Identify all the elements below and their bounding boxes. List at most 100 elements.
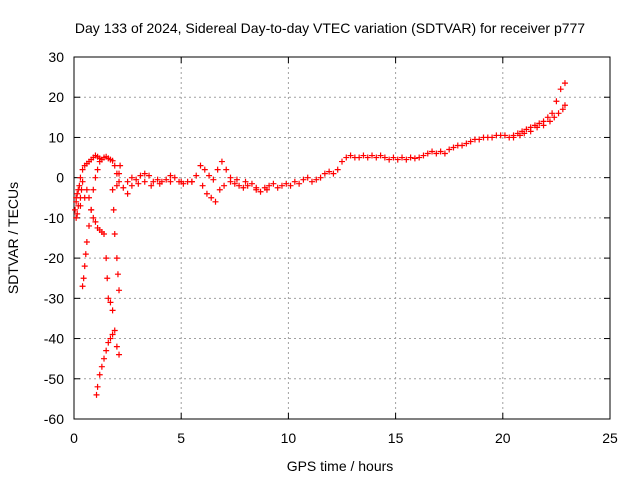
data-point (270, 180, 277, 187)
data-point (133, 176, 140, 183)
data-point (167, 178, 174, 185)
data-point (148, 182, 155, 189)
data-point (94, 166, 101, 173)
data-point (360, 152, 367, 159)
data-point (339, 158, 345, 165)
data-point (381, 154, 388, 161)
data-point (90, 214, 97, 221)
data-point (107, 335, 114, 342)
data-point (146, 172, 153, 179)
data-point (116, 287, 123, 294)
data-point (137, 172, 144, 179)
data-point (561, 80, 568, 87)
data-point (516, 132, 523, 139)
data-point (274, 184, 281, 191)
data-point (407, 154, 414, 161)
data-point (257, 188, 264, 195)
data-point (296, 180, 303, 187)
data-point (109, 157, 116, 164)
data-point (304, 174, 311, 181)
data-point (555, 110, 562, 117)
data-point (240, 184, 247, 191)
data-point (116, 178, 123, 185)
data-point (83, 186, 90, 193)
data-point (96, 371, 103, 378)
data-point (233, 176, 240, 183)
data-point (197, 162, 204, 169)
x-tick-label: 20 (495, 430, 511, 446)
data-point (116, 351, 123, 358)
data-point (163, 176, 170, 183)
data-point (263, 186, 270, 193)
data-point (156, 180, 163, 187)
data-point (244, 182, 251, 189)
data-point (73, 198, 80, 205)
data-point (437, 148, 444, 155)
data-point (199, 182, 206, 189)
data-point (150, 178, 157, 185)
data-point (81, 263, 88, 270)
y-tick-label: 10 (48, 129, 64, 145)
y-tick-label: 0 (56, 170, 64, 186)
data-point (308, 178, 315, 185)
data-point (411, 155, 418, 162)
data-point (534, 124, 541, 131)
chart-title: Day 133 of 2024, Sidereal Day-to-day VTE… (75, 20, 585, 36)
data-point (330, 170, 337, 177)
data-point (291, 178, 298, 185)
data-point (223, 166, 230, 173)
data-point (399, 154, 406, 161)
series-main-trend (73, 80, 568, 201)
data-point (317, 174, 324, 181)
data-point (489, 134, 496, 141)
data-point (73, 214, 80, 221)
data-point (283, 180, 290, 187)
data-point (253, 184, 260, 191)
data-point (463, 140, 470, 147)
data-point (386, 156, 393, 163)
data-point (135, 180, 142, 187)
data-point (501, 132, 508, 139)
x-tick-label: 15 (388, 430, 404, 446)
data-point (193, 172, 200, 179)
x-tick-label: 10 (281, 430, 297, 446)
data-point (141, 178, 148, 185)
series-early-lower-branch (124, 176, 270, 205)
data-point (356, 154, 363, 161)
data-point (364, 154, 371, 161)
data-point (521, 130, 528, 137)
data-point (300, 176, 307, 183)
data-point (231, 180, 238, 187)
series-rising-arc (79, 158, 103, 290)
data-point (420, 152, 427, 159)
data-point (79, 283, 86, 290)
data-point (424, 150, 431, 157)
data-point (540, 122, 547, 129)
data-point (527, 128, 534, 135)
x-tick-label: 5 (177, 430, 185, 446)
grid-lines (74, 57, 610, 419)
y-tick-label: -60 (44, 411, 64, 427)
data-point (347, 152, 354, 159)
data-point (101, 230, 108, 237)
y-tick-label: -10 (44, 210, 64, 226)
data-point (373, 154, 380, 161)
data-point (72, 206, 79, 213)
data-point (403, 156, 410, 163)
data-point (216, 186, 223, 193)
data-point (536, 120, 543, 127)
data-point (278, 182, 285, 189)
data-point (116, 170, 123, 177)
data-point (206, 172, 213, 179)
data-point (124, 190, 131, 197)
y-tick-label: 30 (48, 49, 64, 65)
data-point (433, 150, 440, 157)
data-point (467, 138, 474, 145)
data-point (79, 166, 86, 173)
data-point (227, 178, 234, 185)
data-point (93, 391, 100, 398)
data-point (74, 210, 81, 217)
data-point (559, 106, 566, 113)
data-point (92, 174, 99, 181)
series-dip-to-minimum (93, 331, 116, 398)
